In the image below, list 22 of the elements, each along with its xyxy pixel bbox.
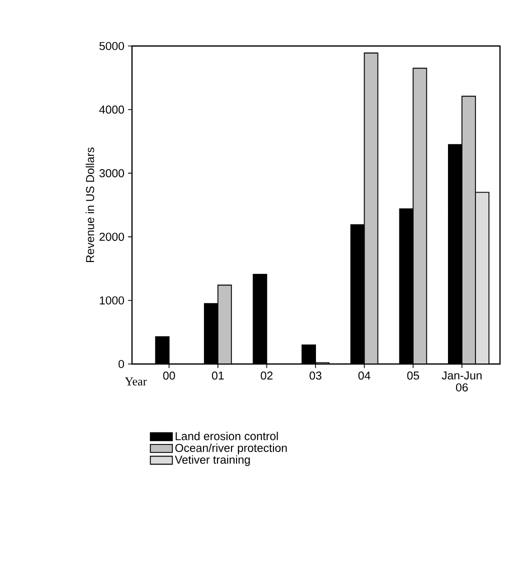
- x-axis-title: Year: [124, 378, 147, 386]
- legend-label: Land erosion control: [176, 432, 278, 440]
- bar: [364, 52, 378, 364]
- y-tick-label: 2000: [100, 232, 124, 241]
- y-tick-label: 4000: [99, 106, 124, 114]
- x-tick-label: 05: [407, 372, 420, 380]
- x-tick-label: Jan-Jun 06: [442, 372, 482, 392]
- bar: [217, 284, 232, 364]
- y-tick-label: 5000: [99, 42, 124, 50]
- x-tick-label: 01: [212, 372, 224, 380]
- legend-label: Vetiver training: [174, 455, 250, 466]
- y-axis-title: Revenue in US Dollars: [86, 147, 94, 262]
- x-tick-label: 00: [163, 372, 176, 380]
- legend-label: Ocean/river protection: [175, 444, 287, 454]
- x-tick-label: 02: [260, 372, 273, 380]
- bar: [412, 68, 428, 364]
- x-tick-label: 03: [310, 372, 322, 380]
- bar: [461, 96, 476, 364]
- y-tick-label: 1000: [100, 296, 124, 304]
- y-tick-label: 3000: [99, 169, 124, 178]
- y-tick-label: 0: [118, 360, 124, 368]
- x-tick-label: 04: [358, 372, 370, 380]
